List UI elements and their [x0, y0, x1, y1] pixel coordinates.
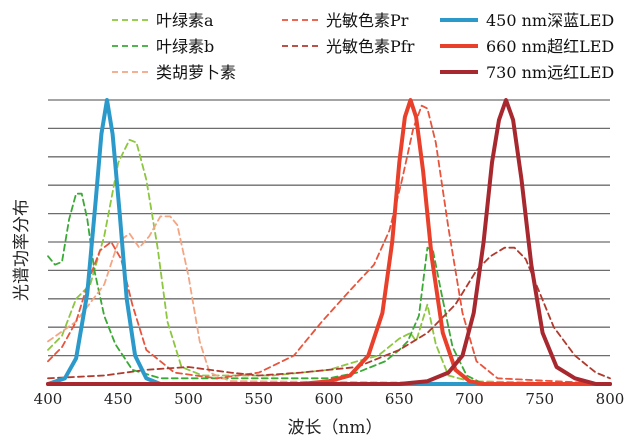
- x-tick-label: 550: [244, 390, 273, 408]
- x-tick-label: 600: [315, 390, 344, 408]
- legend-label: 光敏色素Pfr: [326, 37, 415, 56]
- x-tick-label: 750: [525, 390, 554, 408]
- series-line-0: [47, 138, 611, 385]
- x-tick-label: 450: [104, 390, 133, 408]
- legend-label: 660 nm超红LED: [486, 37, 614, 56]
- x-tick-label: 800: [596, 390, 625, 408]
- legend-label: 光敏色素Pr: [326, 11, 409, 30]
- legend-label: 450 nm深蓝LED: [486, 11, 614, 30]
- legend-label: 叶绿素b: [156, 37, 214, 56]
- x-tick-label: 700: [455, 390, 484, 408]
- series-line-4: [47, 246, 611, 380]
- x-axis-label: 波长（nm）: [287, 418, 382, 438]
- series-line-1: [47, 192, 611, 385]
- y-axis-label: 光谱功率分布: [12, 199, 32, 301]
- series-line-3: [47, 104, 611, 385]
- legend-label: 类胡萝卜素: [156, 63, 236, 82]
- legend-label: 730 nm远红LED: [486, 63, 614, 82]
- x-tick-label: 400: [34, 390, 63, 408]
- legend: 叶绿素a 叶绿素b 类胡萝卜素 光敏色素Pr 光敏色素Pfr 450 nm深蓝LED 660…: [112, 11, 614, 82]
- series-line-5: [46, 98, 612, 386]
- series-line-2: [47, 215, 611, 385]
- series-line-6: [46, 98, 612, 386]
- legend-label: 叶绿素a: [156, 11, 214, 30]
- series-line-7: [46, 98, 612, 386]
- series-lines: [46, 98, 612, 386]
- x-axis: 400 450 500 550 600 650 700 750 800: [34, 390, 625, 408]
- x-tick-label: 650: [385, 390, 414, 408]
- x-tick-label: 500: [174, 390, 203, 408]
